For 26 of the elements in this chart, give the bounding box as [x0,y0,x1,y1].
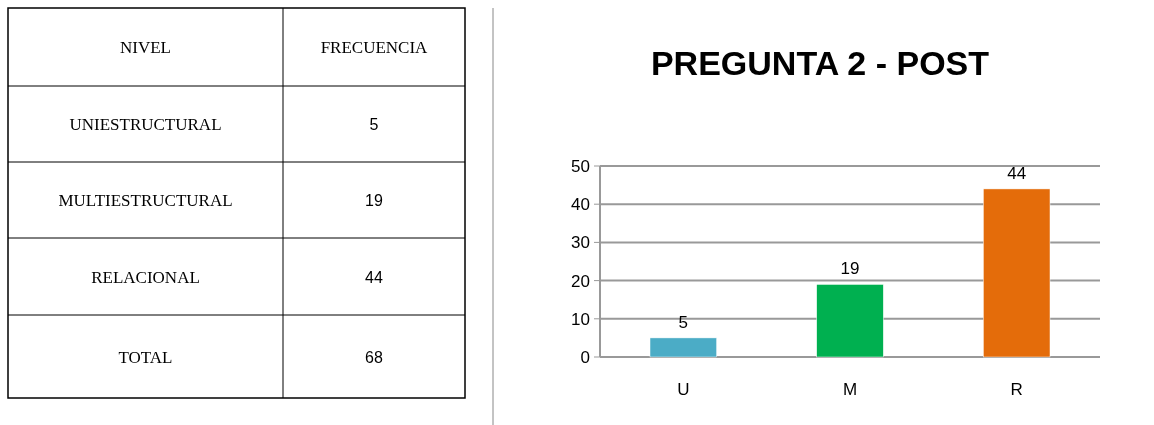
category-label: UNIESTRUCTURAL [69,115,222,134]
y-tick-label: 30 [571,233,590,253]
y-tick-label: 0 [580,348,590,367]
data-label: 68 [365,348,383,366]
y-tick-label: 10 [571,309,590,329]
category-label: MULTIESTRUCTURAL [58,191,233,210]
data-label: 19 [365,192,383,209]
x-tick-label: R [1010,380,1023,399]
data-label: 5 [678,312,689,332]
y-tick-label: 50 [571,157,590,176]
chart-title: PREGUNTA 2 - POST [650,44,990,82]
text: FRECUENCIA [320,38,429,57]
bar [649,337,717,358]
bar [983,188,1051,358]
x-tick-label: U [677,380,690,399]
data-label: 5 [369,116,379,133]
data-label: 44 [1007,163,1027,183]
y-tick-label: 20 [571,271,590,291]
data-label: 19 [840,259,860,279]
y-tick-label: 40 [571,195,590,215]
category-label: TOTAL [118,347,173,367]
x-tick-label: M [842,380,858,399]
category-label: RELACIONAL [91,267,200,287]
text: NIVEL [120,38,171,57]
bar [816,284,884,358]
data-label: 44 [365,268,383,286]
